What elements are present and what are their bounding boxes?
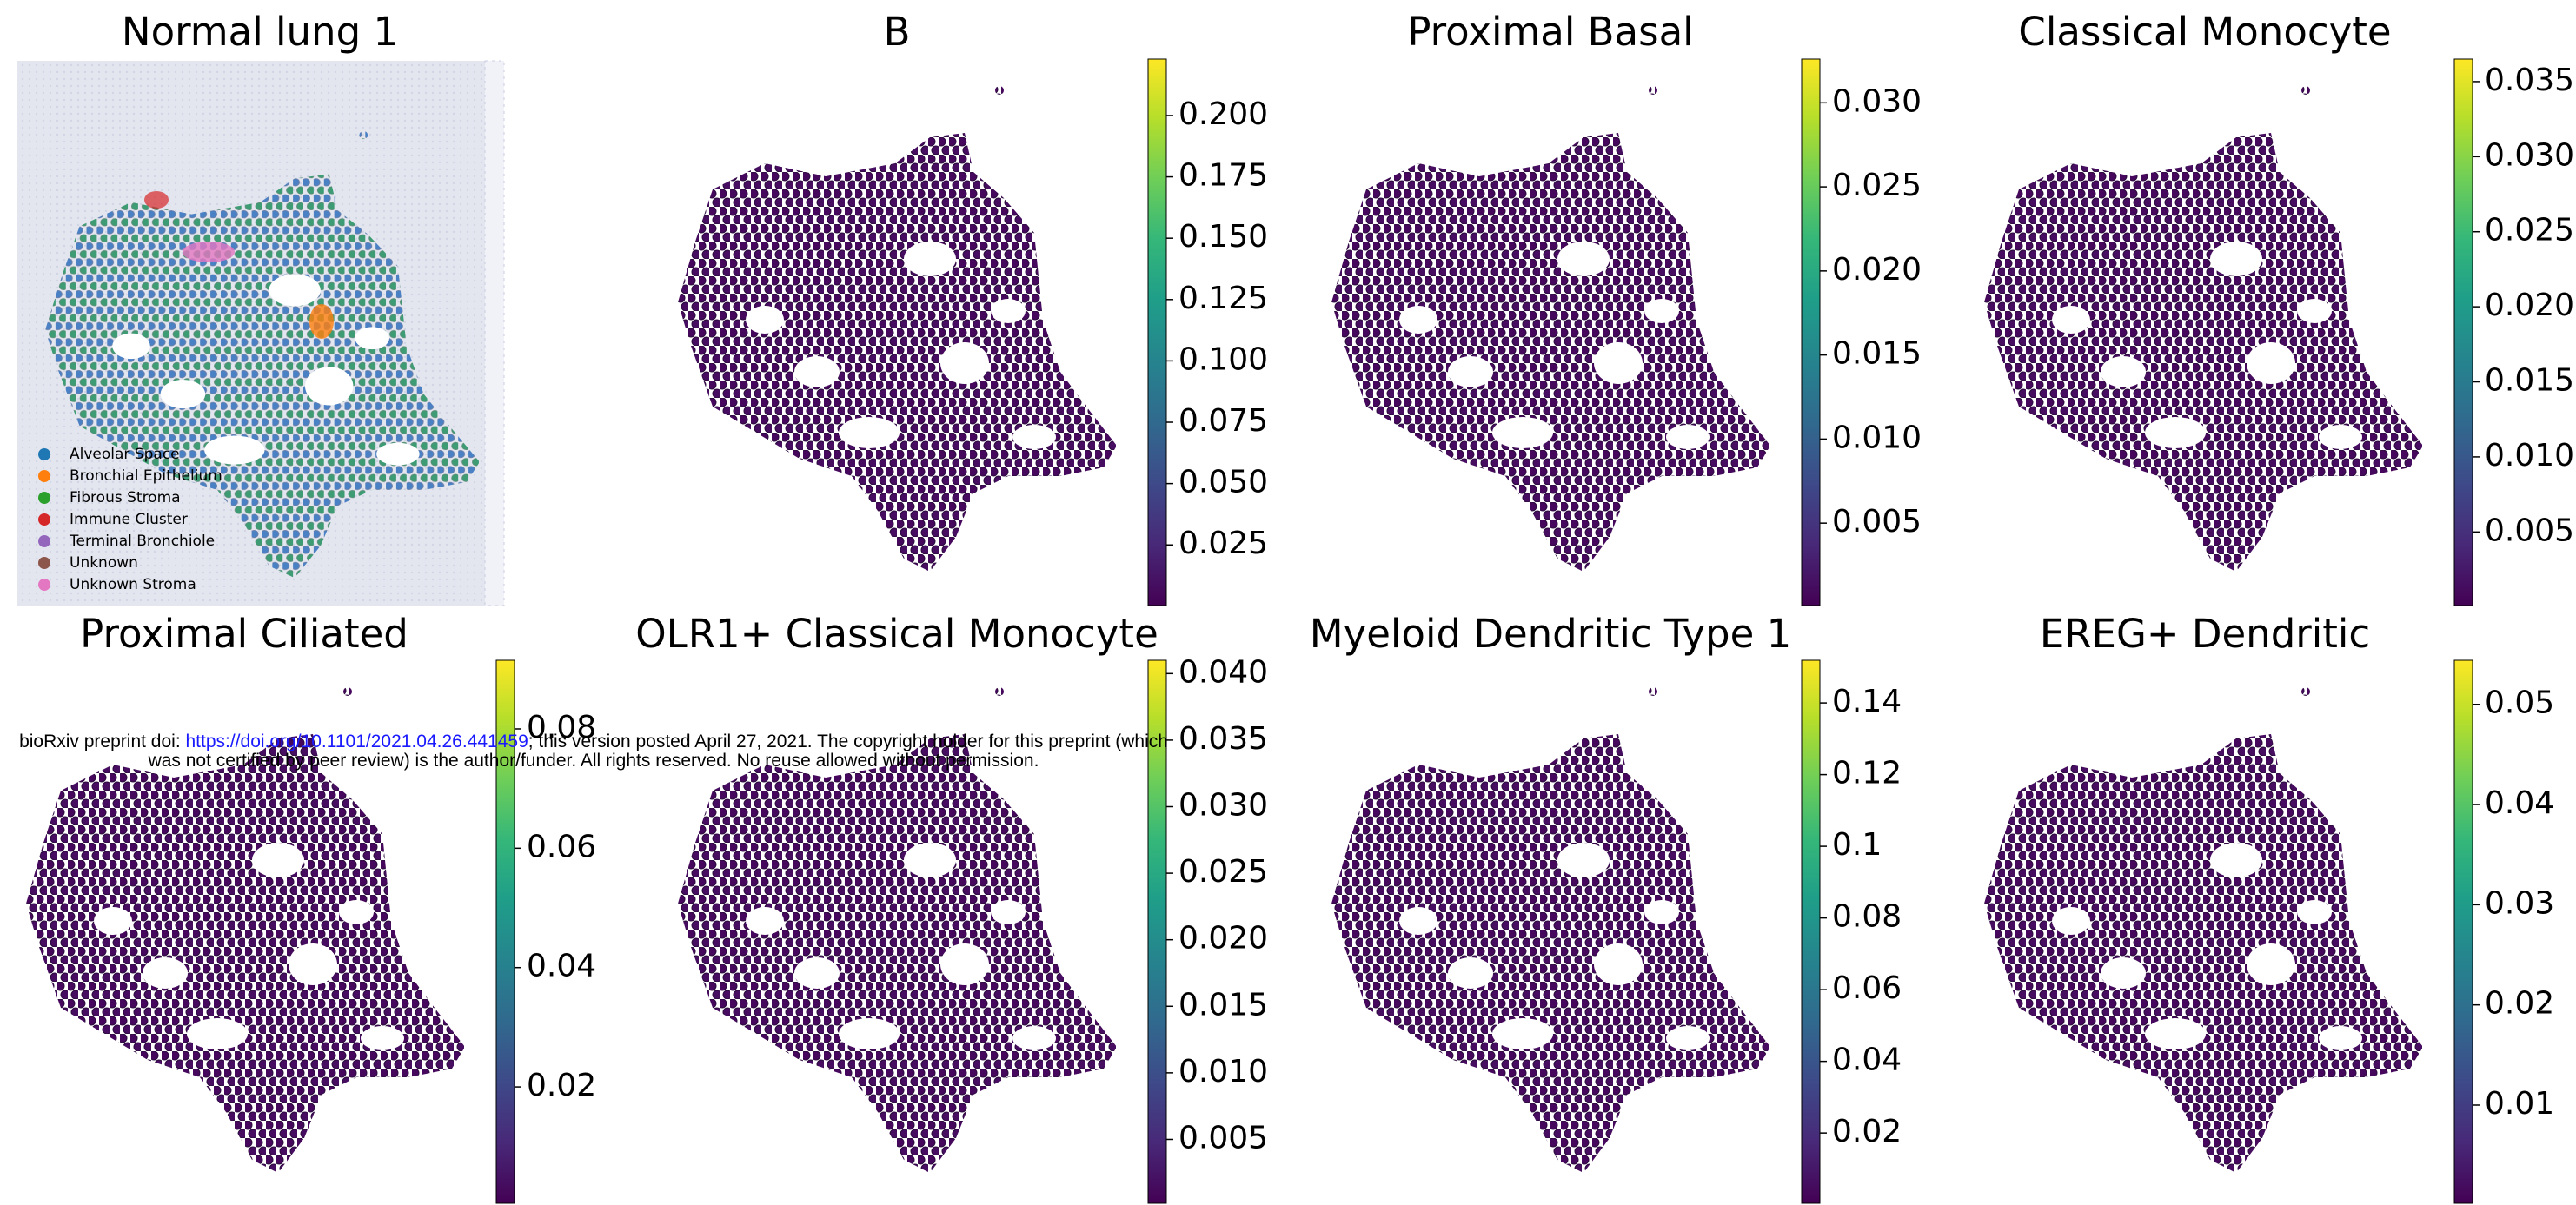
- colorbar-tick-label: 0.14: [1832, 684, 1902, 719]
- legend-marker: [38, 492, 50, 504]
- colorbar-tick-label: 0.025: [1178, 526, 1268, 561]
- tissue-spots: [1984, 86, 2423, 572]
- bronchial-region: [309, 304, 334, 339]
- colorbar-tick-label: 0.020: [2485, 288, 2574, 323]
- panel-title: Proximal Ciliated: [80, 611, 408, 657]
- colorbar: [1148, 59, 1166, 606]
- colorbar-tick-label: 0.030: [1178, 788, 1268, 824]
- colorbar-tick-label: 0.05: [2485, 685, 2554, 721]
- legend-label: Unknown Stroma: [70, 576, 196, 593]
- panel-title: Proximal Basal: [1407, 9, 1693, 55]
- watermark-line: bioRxiv preprint doi: https://doi.org/10…: [19, 732, 1168, 751]
- colorbar-tick-label: 0.06: [527, 829, 596, 864]
- colorbar-tick-label: 0.04: [2485, 785, 2554, 821]
- colorbar-tick-label: 0.02: [2485, 986, 2554, 1022]
- legend-label: Immune Cluster: [70, 511, 188, 528]
- colorbar-tick-label: 0.015: [1832, 336, 1922, 372]
- colorbar-tick-label: 0.175: [1178, 158, 1268, 194]
- colorbar-tick-label: 0.005: [1832, 504, 1922, 540]
- colorbar-tick-label: 0.1: [1832, 827, 1882, 863]
- colorbar-tick-label: 0.02: [1832, 1114, 1902, 1149]
- watermark-link: https://doi.org/10.1101/2021.04.26.44145…: [185, 732, 528, 751]
- colorbar-tick-label: 0.020: [1832, 252, 1922, 288]
- figure: Alveolar Space Bronchial Epithelium Fibrou…: [0, 0, 2576, 1205]
- legend-marker: [38, 557, 50, 569]
- colorbar-tick-label: 0.02: [527, 1068, 596, 1103]
- legend-marker: [38, 513, 50, 526]
- colorbar-tick-label: 0.150: [1178, 219, 1268, 255]
- stroma-region: [183, 242, 235, 262]
- colorbar-tick-label: 0.025: [1832, 168, 1922, 203]
- colorbar-tick-label: 0.020: [1178, 921, 1268, 957]
- slide-border-dots: [485, 61, 504, 606]
- colorbar-tick-label: 0.025: [2485, 213, 2574, 248]
- panel-title: EREG+ Dendritic: [2040, 611, 2370, 657]
- colorbar-tick-label: 0.015: [1178, 987, 1268, 1023]
- immune-region: [144, 191, 169, 209]
- watermark-line: was not certified by peer review) is the…: [148, 751, 1039, 771]
- colorbar-tick-label: 0.075: [1178, 403, 1268, 439]
- legend-marker: [38, 448, 50, 460]
- colorbar: [2454, 660, 2473, 1203]
- legend-label: Fibrous Stroma: [70, 489, 181, 506]
- colorbar-tick-label: 0.025: [1178, 854, 1268, 890]
- panel-title: Classical Monocyte: [2018, 9, 2391, 55]
- tissue-spots: [1331, 86, 1770, 572]
- colorbar-tick-label: 0.030: [2485, 137, 2574, 173]
- legend-label: Bronchial Epithelium: [70, 467, 222, 485]
- colorbar-tick-label: 0.08: [1832, 899, 1902, 935]
- legend-marker: [38, 535, 50, 547]
- colorbar: [1802, 59, 1820, 606]
- colorbar-tick-label: 0.050: [1178, 465, 1268, 500]
- colorbar-tick-label: 0.12: [1832, 756, 1902, 791]
- tissue-spots: [1331, 687, 1770, 1173]
- colorbar-tick-label: 0.04: [527, 949, 596, 984]
- colorbar-tick-label: 0.035: [1178, 721, 1268, 757]
- tissue-spots: [1984, 687, 2423, 1173]
- watermark-prefix: bioRxiv preprint doi:: [19, 732, 185, 751]
- panel-title: OLR1+ Classical Monocyte: [635, 611, 1159, 657]
- colorbar-tick-label: 0.01: [2485, 1086, 2554, 1122]
- colorbar-tick-label: 0.010: [1832, 420, 1922, 455]
- colorbar-tick-label: 0.015: [2485, 363, 2574, 399]
- colorbar: [2454, 59, 2473, 606]
- legend-label: Unknown: [70, 554, 138, 572]
- colorbar-tick-label: 0.030: [1832, 83, 1922, 119]
- colorbar-tick-label: 0.125: [1178, 281, 1268, 316]
- legend-marker: [38, 470, 50, 482]
- colorbar-tick-label: 0.06: [1832, 970, 1902, 1006]
- tissue-spots: [678, 86, 1117, 572]
- legend-label: Alveolar Space: [70, 446, 180, 463]
- colorbar-tick-label: 0.010: [1178, 1054, 1268, 1089]
- panel-title: B: [884, 9, 911, 55]
- colorbar-tick-label: 0.035: [2485, 63, 2574, 98]
- colorbar-tick-label: 0.04: [1832, 1043, 1902, 1078]
- legend-label: Terminal Bronchiole: [69, 533, 215, 550]
- panel-title: Normal lung 1: [122, 9, 398, 55]
- colorbar-tick-label: 0.010: [2485, 438, 2574, 473]
- legend-marker: [38, 579, 50, 591]
- colorbar-tick-label: 0.100: [1178, 341, 1268, 377]
- panel-title: Myeloid Dendritic Type 1: [1310, 611, 1791, 657]
- colorbar-tick-label: 0.005: [2485, 513, 2574, 548]
- colorbar: [1802, 660, 1820, 1203]
- colorbar-tick-label: 0.03: [2485, 885, 2554, 921]
- colorbar-tick-label: 0.200: [1178, 96, 1268, 132]
- colorbar-tick-label: 0.040: [1178, 654, 1268, 690]
- colorbar-tick-label: 0.005: [1178, 1120, 1268, 1155]
- watermark-suffix: ; this version posted April 27, 2021. Th…: [528, 732, 1168, 751]
